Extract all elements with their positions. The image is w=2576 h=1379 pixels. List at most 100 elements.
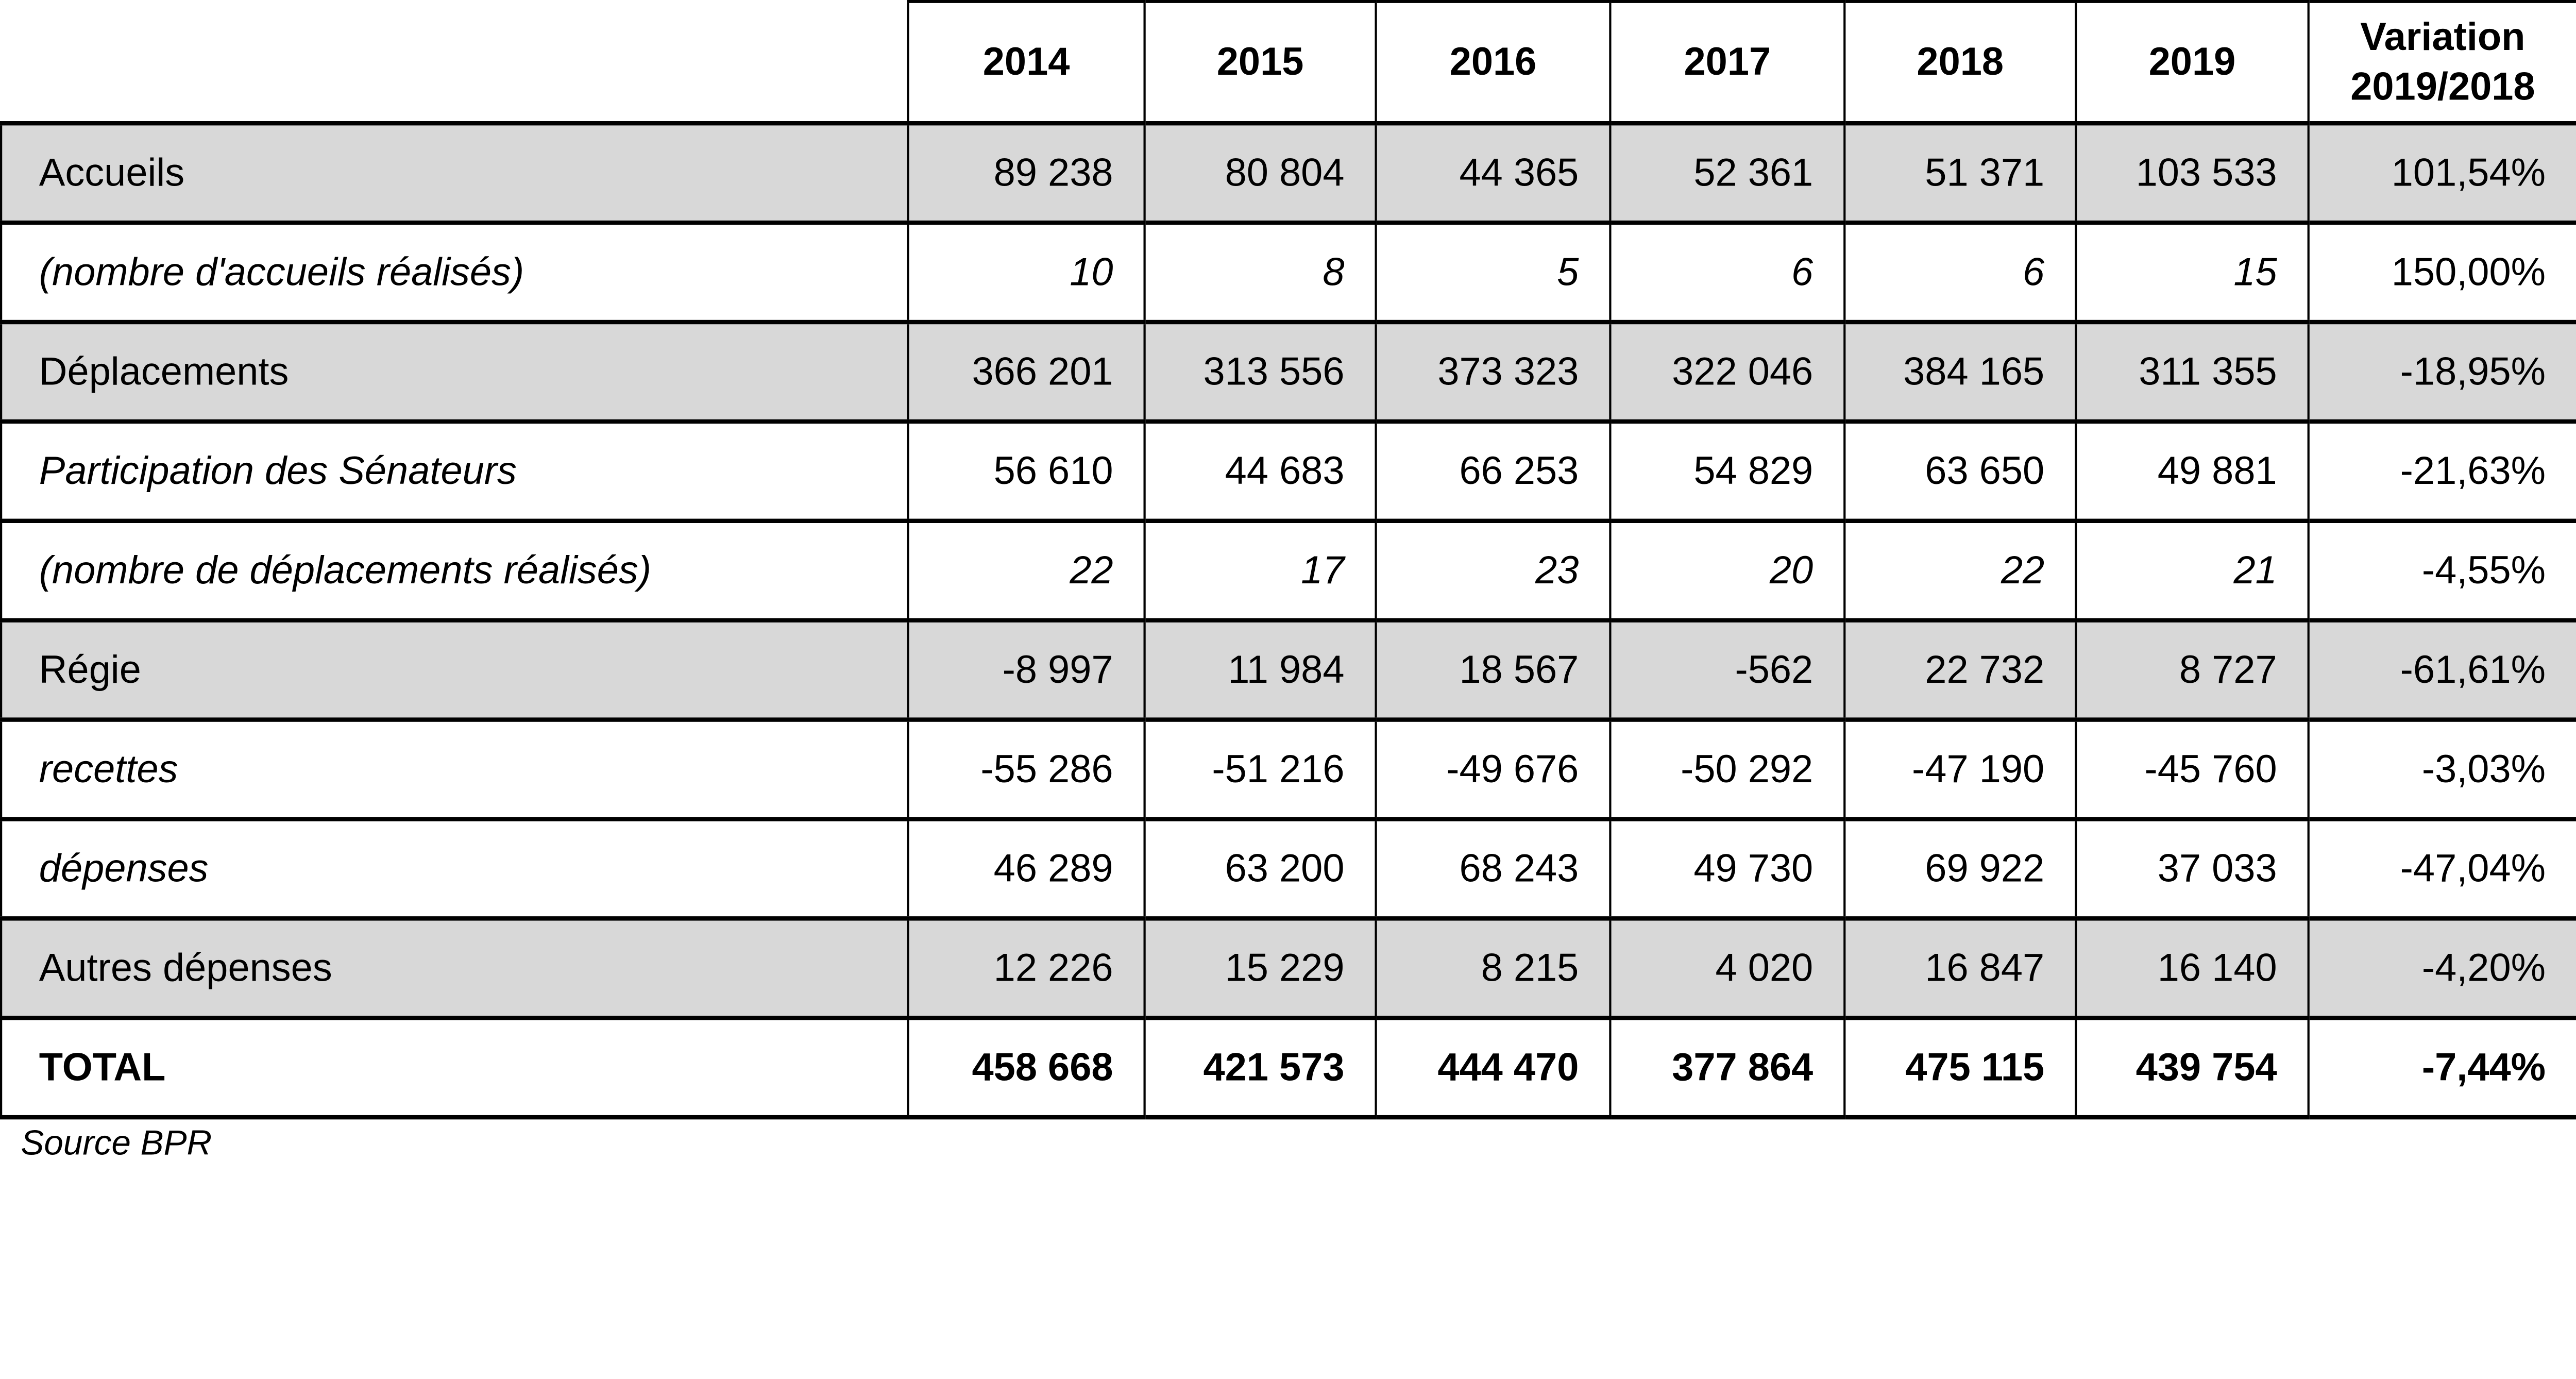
value-cell: 444 470 [1375, 1015, 1612, 1119]
source-note: Source BPR [21, 1123, 212, 1162]
value-cell: 63 650 [1843, 419, 2077, 523]
value-cell: 17 [1143, 518, 1377, 623]
value-cell: 15 229 [1143, 916, 1377, 1020]
value-cell: 439 754 [2075, 1015, 2310, 1119]
variation-cell: -4,20% [2307, 916, 2576, 1020]
value-cell: 46 289 [907, 816, 1146, 921]
col-header-variation: Variation 2019/2018 [2307, 0, 2576, 126]
value-cell: 6 [1609, 220, 1846, 324]
col-header-2019: 2019 [2075, 0, 2310, 126]
col-header-2015: 2015 [1143, 0, 1377, 126]
value-cell: -8 997 [907, 618, 1146, 722]
value-cell: 15 [2075, 220, 2310, 324]
row-label: (nombre d'accueils réalisés) [0, 220, 909, 324]
col-header-2018: 2018 [1843, 0, 2077, 126]
value-cell: 22 [907, 518, 1146, 623]
variation-cell: -7,44% [2307, 1015, 2576, 1119]
row-label: Déplacements [0, 319, 909, 424]
value-cell: 68 243 [1375, 816, 1612, 921]
value-cell: 16 140 [2075, 916, 2310, 1020]
variation-cell: -47,04% [2307, 816, 2576, 921]
value-cell: -50 292 [1609, 717, 1846, 821]
row-label: dépenses [0, 816, 909, 921]
table-row-accueils: Accueils 89 238 80 804 44 365 52 361 51 … [0, 121, 2576, 225]
value-cell: 322 046 [1609, 319, 1846, 424]
row-label: Accueils [0, 121, 909, 225]
variation-cell: -3,03% [2307, 717, 2576, 821]
value-cell: 8 215 [1375, 916, 1612, 1020]
value-cell: 44 365 [1375, 121, 1612, 225]
value-cell: 4 020 [1609, 916, 1846, 1020]
variation-cell: -4,55% [2307, 518, 2576, 623]
value-cell: -45 760 [2075, 717, 2310, 821]
value-cell: -47 190 [1843, 717, 2077, 821]
value-cell: 11 984 [1143, 618, 1377, 722]
value-cell: 313 556 [1143, 319, 1377, 424]
value-cell: 8 [1143, 220, 1377, 324]
value-cell: 89 238 [907, 121, 1146, 225]
table-row-total: TOTAL 458 668 421 573 444 470 377 864 47… [0, 1015, 2576, 1119]
value-cell: 49 881 [2075, 419, 2310, 523]
value-cell: 18 567 [1375, 618, 1612, 722]
table-row-depenses: dépenses 46 289 63 200 68 243 49 730 69 … [0, 816, 2576, 921]
value-cell: 63 200 [1143, 816, 1377, 921]
value-cell: 49 730 [1609, 816, 1846, 921]
table-row-autres-depenses: Autres dépenses 12 226 15 229 8 215 4 02… [0, 916, 2576, 1020]
value-cell: 37 033 [2075, 816, 2310, 921]
variation-cell: -21,63% [2307, 419, 2576, 523]
row-label: Participation des Sénateurs [0, 419, 909, 523]
row-label: Autres dépenses [0, 916, 909, 1020]
value-cell: 22 732 [1843, 618, 2077, 722]
value-cell: 384 165 [1843, 319, 2077, 424]
value-cell: 373 323 [1375, 319, 1612, 424]
header-row: 2014 2015 2016 2017 2018 2019 Variation … [1, 0, 2576, 126]
variation-cell: -61,61% [2307, 618, 2576, 722]
value-cell: 56 610 [907, 419, 1146, 523]
value-cell: 103 533 [2075, 121, 2310, 225]
table-row-regie: Régie -8 997 11 984 18 567 -562 22 732 8… [0, 618, 2576, 722]
variation-cell: 150,00% [2307, 220, 2576, 324]
value-cell: -51 216 [1143, 717, 1377, 821]
table-row-nombre-deplacements: (nombre de déplacements réalisés) 22 17 … [0, 518, 2576, 623]
col-header-2017: 2017 [1609, 0, 1846, 126]
col-header-2014: 2014 [907, 0, 1146, 126]
value-cell: 475 115 [1843, 1015, 2077, 1119]
value-cell: 458 668 [907, 1015, 1146, 1119]
value-cell: 21 [2075, 518, 2310, 623]
value-cell: 12 226 [907, 916, 1146, 1020]
value-cell: 23 [1375, 518, 1612, 623]
value-cell: -562 [1609, 618, 1846, 722]
corner-cell [1, 1, 908, 123]
value-cell: 44 683 [1143, 419, 1377, 523]
value-cell: 20 [1609, 518, 1846, 623]
variation-cell: -18,95% [2307, 319, 2576, 424]
table-row-recettes: recettes -55 286 -51 216 -49 676 -50 292… [0, 717, 2576, 821]
value-cell: 22 [1843, 518, 2077, 623]
value-cell: 16 847 [1843, 916, 2077, 1020]
table-row-deplacements: Déplacements 366 201 313 556 373 323 322… [0, 319, 2576, 424]
variation-cell: 101,54% [2307, 121, 2576, 225]
value-cell: 421 573 [1143, 1015, 1377, 1119]
value-cell: 311 355 [2075, 319, 2310, 424]
table-row-nombre-accueils: (nombre d'accueils réalisés) 10 8 5 6 6 … [0, 220, 2576, 324]
value-cell: 377 864 [1609, 1015, 1846, 1119]
budget-table: 2014 2015 2016 2017 2018 2019 Variation … [0, 0, 2576, 1119]
value-cell: 80 804 [1143, 121, 1377, 225]
value-cell: 8 727 [2075, 618, 2310, 722]
value-cell: 5 [1375, 220, 1612, 324]
value-cell: 10 [907, 220, 1146, 324]
value-cell: 54 829 [1609, 419, 1846, 523]
row-label: (nombre de déplacements réalisés) [0, 518, 909, 623]
row-label: recettes [0, 717, 909, 821]
value-cell: 366 201 [907, 319, 1146, 424]
row-label: Régie [0, 618, 909, 722]
value-cell: -55 286 [907, 717, 1146, 821]
value-cell: 69 922 [1843, 816, 2077, 921]
row-label: TOTAL [0, 1015, 909, 1119]
value-cell: 66 253 [1375, 419, 1612, 523]
variation-header-line1: Variation [2360, 15, 2526, 59]
value-cell: 6 [1843, 220, 2077, 324]
table-row-participation-senateurs: Participation des Sénateurs 56 610 44 68… [0, 419, 2576, 523]
col-header-2016: 2016 [1375, 0, 1612, 126]
document-page: 2014 2015 2016 2017 2018 2019 Variation … [0, 0, 2576, 1162]
